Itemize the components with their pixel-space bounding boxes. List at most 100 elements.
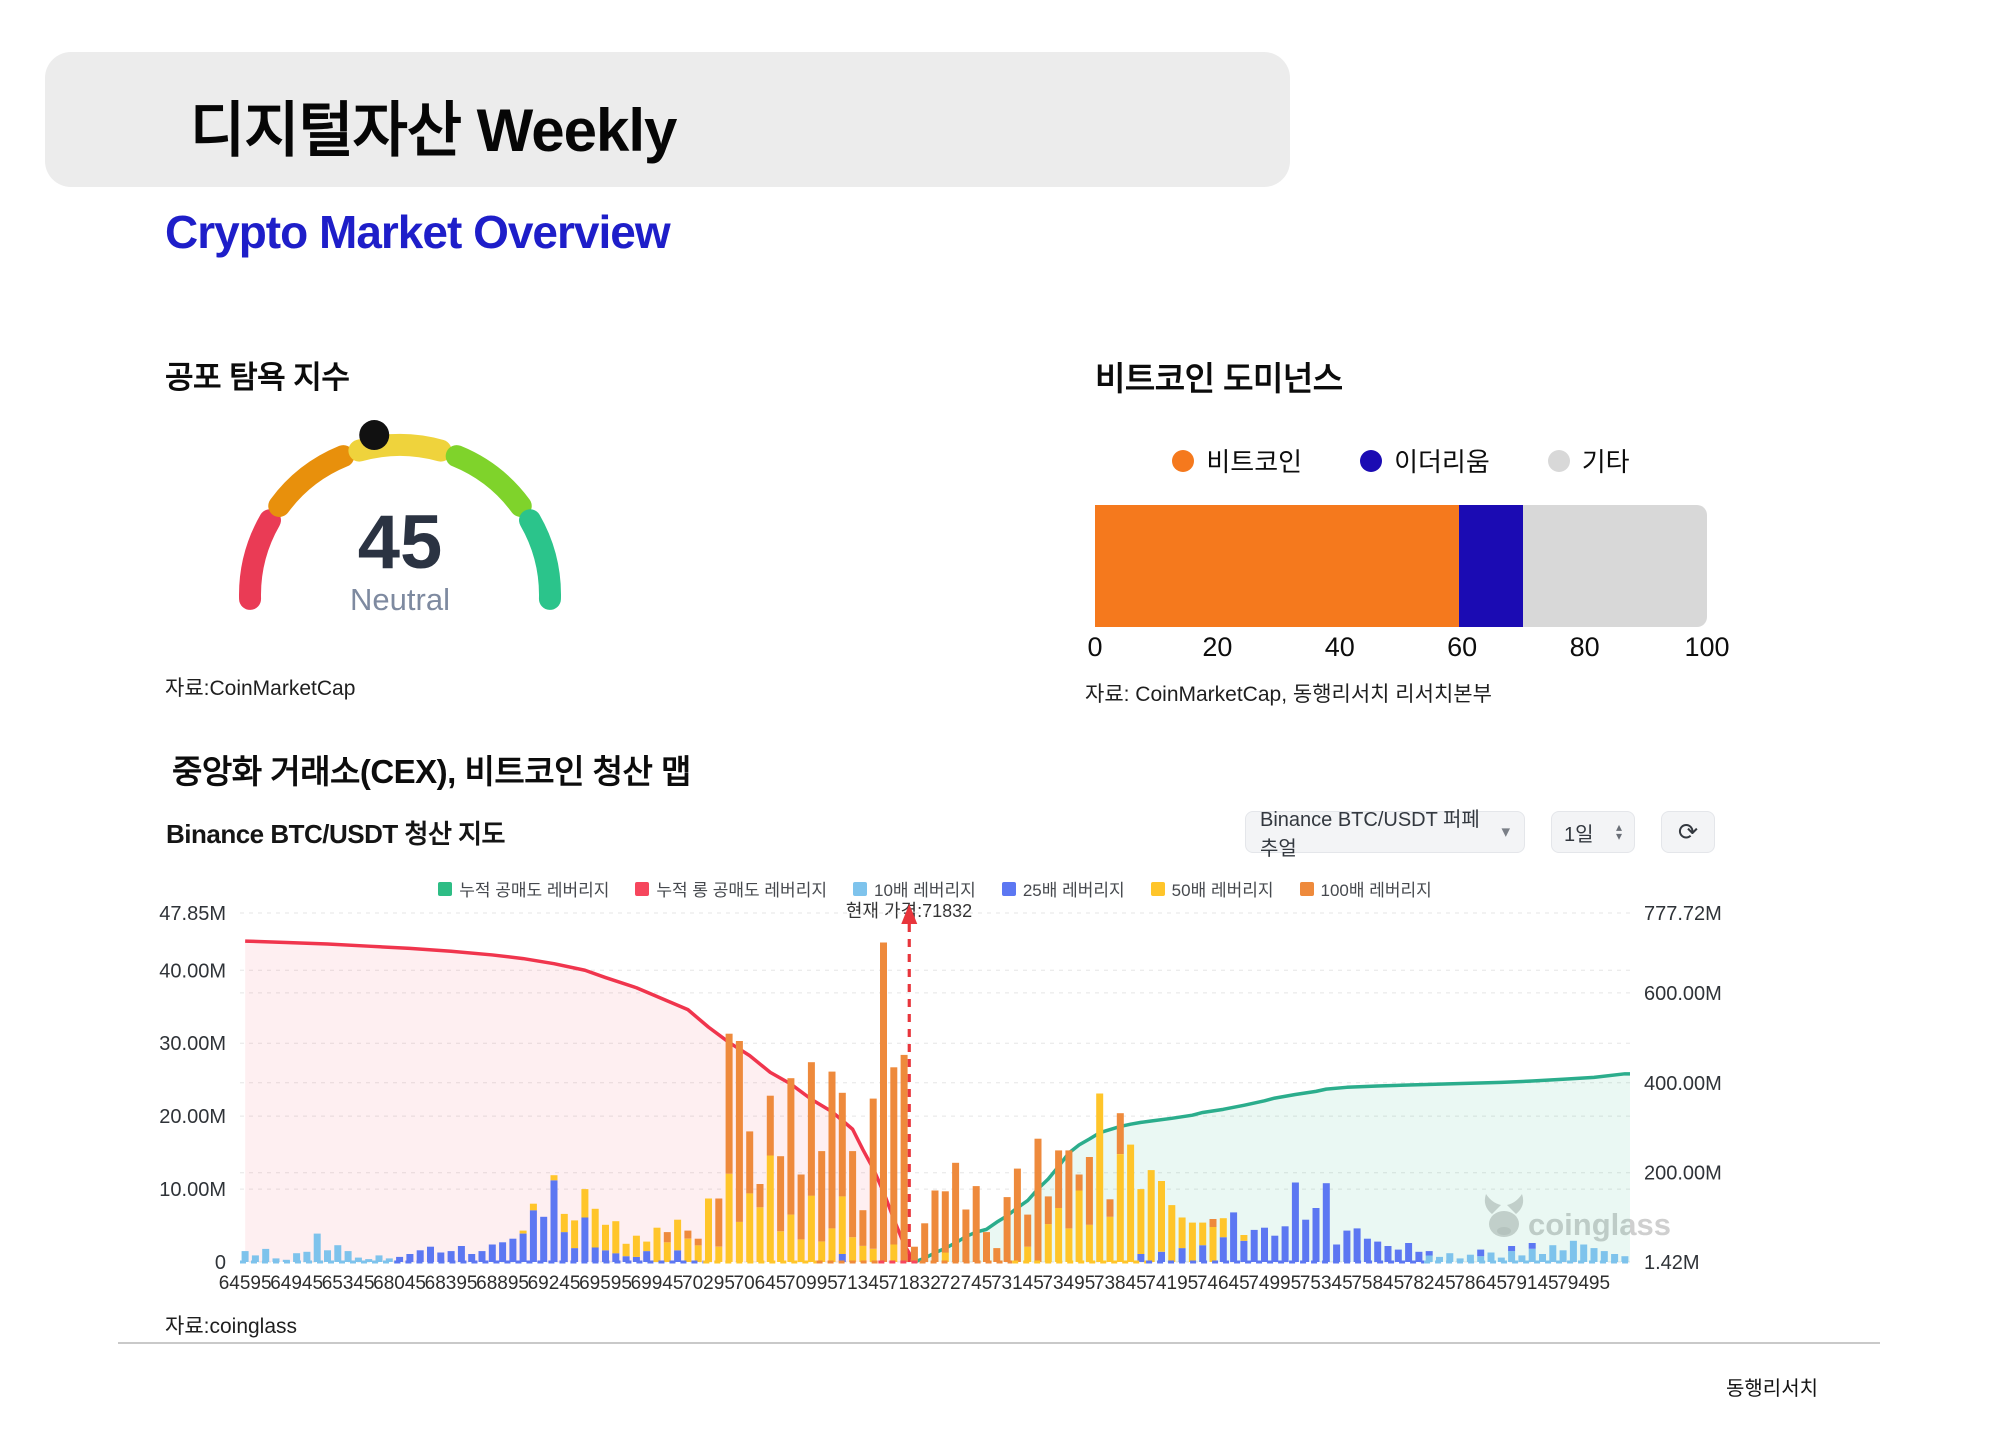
legend-swatch-icon (1299, 881, 1314, 896)
svg-text:71345: 71345 (837, 1273, 890, 1294)
dominance-legend: 비트코인 이더리움 기타 (1095, 442, 1707, 479)
svg-text:73845: 73845 (1094, 1273, 1147, 1294)
svg-text:73145: 73145 (991, 1273, 1044, 1294)
liquidation-source: 자료:coinglass (165, 1315, 298, 1338)
legend-label: 100배 레버리지 (1320, 881, 1432, 900)
legend-label: 10배 레버리지 (873, 881, 976, 900)
svg-text:78645: 78645 (1454, 1273, 1507, 1294)
gauge-segment (348, 434, 452, 462)
dominance-stacked-bar (1095, 505, 1707, 627)
dominance-axis-tick: 100 (1684, 632, 1730, 662)
step-down-icon[interactable]: ▾ (1615, 829, 1622, 843)
svg-text:68045: 68045 (373, 1273, 426, 1294)
liquidation-heading: 중앙화 거래소(CEX), 비트코인 청산 맵 (172, 753, 691, 790)
interval-value: 1일 (1564, 823, 1594, 846)
svg-text:64945: 64945 (270, 1273, 323, 1294)
footer-divider (118, 1342, 1880, 1344)
gauge-segment (519, 509, 561, 610)
legend-label: 비트코인 (1206, 447, 1303, 477)
long-liquidation-line (245, 939, 916, 1263)
svg-text:30.00M: 30.00M (159, 1033, 226, 1055)
liq-legend-item[interactable]: 50배 레버리지 (1150, 876, 1274, 901)
gauge-segment (445, 445, 532, 517)
svg-text:1.42M: 1.42M (1644, 1252, 1700, 1274)
dominance-segment-1 (1459, 505, 1524, 627)
svg-text:200.00M: 200.00M (1644, 1163, 1722, 1185)
svg-text:79495: 79495 (1557, 1273, 1610, 1294)
legend-label: 이더리움 (1394, 447, 1490, 477)
dominance-axis-tick: 60 (1447, 632, 1478, 662)
fear-greed-gauge-svg: 45 Neutral (239, 420, 561, 617)
liquidation-legend: 누적 공매도 레버리지 누적 롱 공매도 레버리지 10배 레버리지 25배 레버리지… (240, 876, 1630, 901)
dominance-segment-0 (1095, 505, 1460, 627)
report-title-banner: 디지털자산 Weekly (45, 52, 1290, 187)
step-up-icon[interactable]: ▴ (1615, 820, 1622, 834)
legend-label: 누적 공매도 레버리지 (459, 881, 610, 900)
dominance-legend-item: 이더리움 (1360, 442, 1490, 479)
dominance-heading: 비트코인 도미넌스 (1095, 360, 1343, 397)
svg-text:74645: 74645 (1197, 1273, 1250, 1294)
svg-text:74195: 74195 (1145, 1273, 1198, 1294)
pair-select-value: Binance BTC/USDT 퍼페추얼 (1260, 809, 1480, 860)
gauge-label: Neutral (350, 582, 450, 617)
dominance-axis-tick: 80 (1569, 632, 1600, 662)
liquidation-chart-title: Binance BTC/USDT 청산 지도 (166, 819, 505, 849)
page-subtitle: Crypto Market Overview (165, 206, 671, 258)
legend-dot-icon (1547, 449, 1570, 472)
svg-text:70295: 70295 (682, 1273, 735, 1294)
svg-text:65345: 65345 (322, 1273, 375, 1294)
dominance-source: 자료: CoinMarketCap, 동행리서치 리서치본부 (1085, 683, 1492, 706)
short-liquidation-line (913, 1072, 1630, 1264)
liq-legend-item[interactable]: 누적 공매도 레버리지 (438, 876, 609, 901)
liq-legend-item[interactable]: 10배 레버리지 (852, 876, 976, 901)
liq-legend-item[interactable]: 누적 롱 공매도 레버리지 (635, 876, 827, 901)
chevron-down-icon: ▾ (1501, 822, 1510, 841)
dominance-segment-2 (1523, 505, 1707, 627)
legend-swatch-icon (852, 881, 867, 896)
svg-text:70995: 70995 (785, 1273, 838, 1294)
legend-swatch-icon (1001, 881, 1016, 896)
gauge-arc-segments (239, 434, 561, 610)
legend-label: 기타 (1581, 447, 1630, 477)
gauge-pointer-dot (359, 420, 390, 451)
report-title: 디지털자산 Weekly (190, 97, 677, 164)
svg-text:75345: 75345 (1300, 1273, 1353, 1294)
stepper-arrows[interactable]: ▴ ▾ (1615, 820, 1622, 843)
pair-select-dropdown[interactable]: Binance BTC/USDT 퍼페추얼 ▾ (1245, 809, 1525, 860)
svg-text:69595: 69595 (579, 1273, 632, 1294)
svg-text:74995: 74995 (1248, 1273, 1301, 1294)
legend-dot-icon (1360, 449, 1383, 472)
interval-stepper[interactable]: 1일 ▴ ▾ (1551, 811, 1635, 853)
svg-text:69245: 69245 (528, 1273, 581, 1294)
legend-swatch-icon (635, 881, 650, 896)
svg-text:400.00M: 400.00M (1644, 1073, 1722, 1095)
short-liquidation-area (914, 1073, 1630, 1262)
liq-legend-item[interactable]: 25배 레버리지 (1001, 876, 1125, 901)
refresh-icon: ⟳ (1677, 818, 1699, 846)
liquidation-chart-svg: coinglass 47.85M 40.00M 30.00M 20.00M 10.00M… (159, 903, 1722, 1294)
svg-text:47.85M: 47.85M (159, 903, 226, 925)
svg-text:71832: 71832 (888, 1273, 941, 1294)
svg-text:78245: 78245 (1403, 1273, 1456, 1294)
refresh-button[interactable]: ⟳ (1661, 811, 1715, 853)
chart-controls: Binance BTC/USDT 퍼페추얼 ▾ 1일 ▴ ▾ ⟳ (1245, 809, 1715, 860)
svg-text:64595: 64595 (219, 1273, 272, 1294)
svg-text:10.00M: 10.00M (159, 1179, 226, 1201)
gauge-segment (239, 509, 281, 610)
legend-dot-icon (1172, 449, 1195, 472)
gauge-value: 45 (358, 500, 443, 585)
svg-text:69945: 69945 (631, 1273, 684, 1294)
current-price-arrow-icon (901, 904, 918, 924)
gauge-segment (268, 445, 355, 517)
svg-text:75845: 75845 (1351, 1273, 1404, 1294)
footer-brand: 동행리서치 (1726, 1378, 1818, 1400)
legend-label: 50배 레버리지 (1171, 881, 1274, 900)
legend-swatch-icon (1150, 881, 1165, 896)
fear-greed-source: 자료:CoinMarketCap (165, 677, 356, 700)
liq-legend-item[interactable]: 100배 레버리지 (1299, 876, 1432, 901)
dominance-axis-tick: 20 (1202, 632, 1233, 662)
svg-text:68395: 68395 (425, 1273, 478, 1294)
svg-text:73495: 73495 (1042, 1273, 1095, 1294)
svg-text:40.00M: 40.00M (159, 960, 226, 982)
